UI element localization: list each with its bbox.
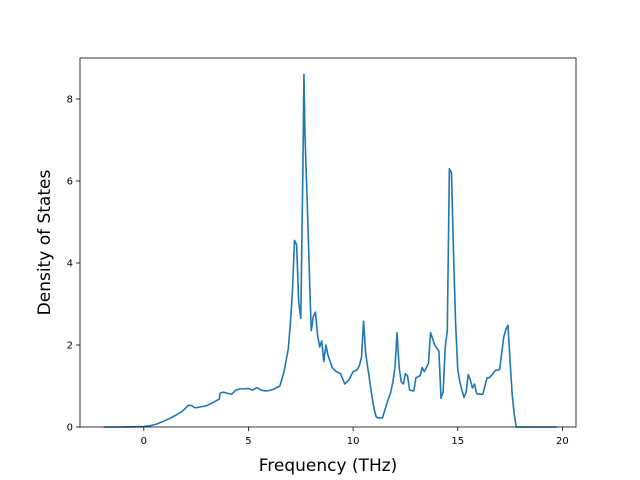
y-tick-label: 6 [67,177,73,188]
y-tick-label: 8 [67,95,73,106]
x-axis-label: Frequency (THz) [259,456,398,476]
y-tick-label: 2 [67,341,73,352]
plot-area [80,58,576,427]
plot-frame [79,57,577,428]
x-tick-label: 0 [141,436,147,447]
x-tick-label: 10 [347,436,360,447]
y-axis-ticks: 0 2 4 6 8 [67,95,80,434]
x-tick-label: 15 [451,436,464,447]
x-tick-label: 5 [245,436,251,447]
x-tick-label: 20 [556,436,569,447]
dos-series-line [103,73,557,428]
y-axis-label: Density of States [35,170,55,316]
y-tick-label: 0 [67,423,73,434]
x-axis-ticks: 0 5 10 15 20 [141,427,569,447]
y-tick-label: 4 [67,259,73,270]
